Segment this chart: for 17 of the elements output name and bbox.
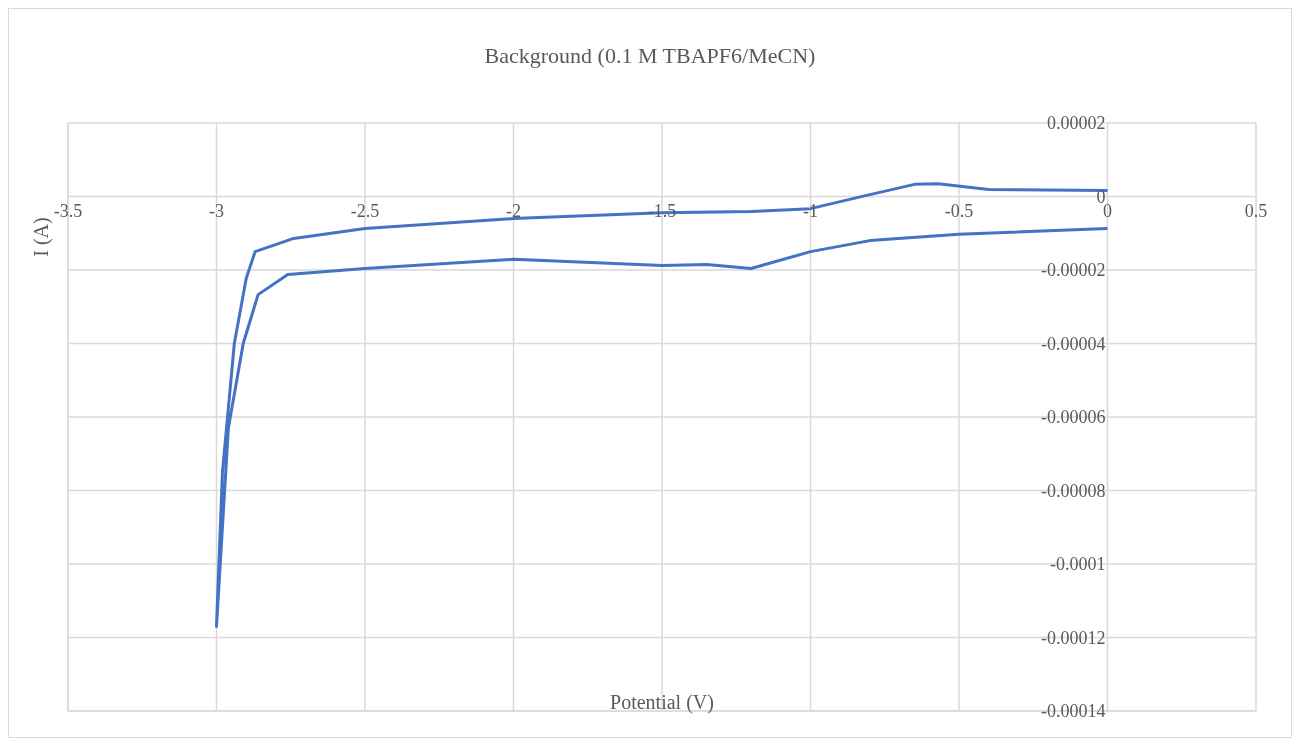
- y-tick-label: -0.0001: [1050, 554, 1106, 574]
- y-tick-label: -0.00006: [1041, 407, 1106, 427]
- x-axis-title: Potential (V): [610, 691, 714, 713]
- y-tick-label: -0.00008: [1041, 480, 1106, 501]
- x-tick-label: -3.5: [53, 200, 83, 221]
- y-tick-label: -0.00012: [1041, 627, 1106, 648]
- x-tick-label: 0.5: [1244, 200, 1268, 221]
- x-tick-label: -3: [209, 200, 224, 221]
- y-tick-label: -0.00004: [1041, 333, 1106, 354]
- x-tick-label: -2: [506, 200, 521, 221]
- x-tick-label: -0.5: [944, 200, 974, 221]
- y-tick-label: -0.00014: [1041, 701, 1106, 721]
- y-tick-label: 0.00002: [1047, 113, 1106, 133]
- chart-title: Background (0.1 M TBAPF6/MeCN): [483, 43, 817, 69]
- y-axis-title: I (A): [29, 217, 53, 257]
- x-tick-label: -2.5: [350, 200, 380, 221]
- y-tick-label: -0.00002: [1041, 260, 1106, 280]
